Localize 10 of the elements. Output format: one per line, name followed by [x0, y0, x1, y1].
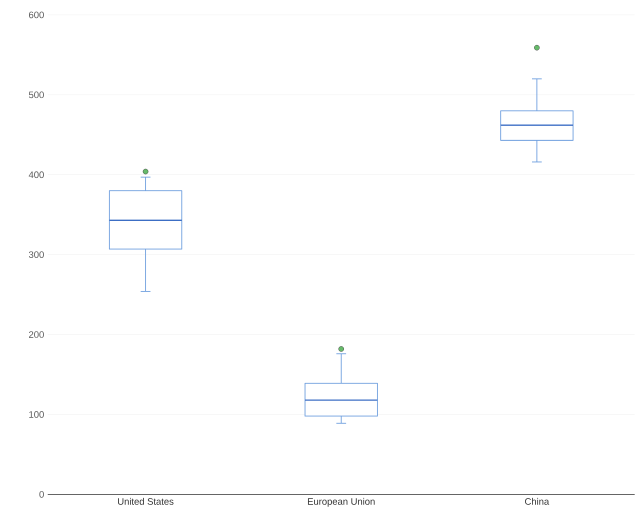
- y-tick-label: 500: [28, 91, 44, 98]
- x-tick-label: China: [525, 498, 550, 505]
- x-tick-label: European Union: [308, 498, 375, 507]
- x-tick-label: United States: [118, 498, 174, 505]
- y-tick-label: 200: [29, 331, 44, 338]
- y-tick-label: 0: [39, 490, 44, 498]
- y-tick-label: 400: [28, 171, 44, 178]
- y-tick-label: 600: [29, 11, 44, 18]
- y-tick-label: 300: [28, 251, 44, 258]
- y-tick-label: 100: [29, 411, 44, 418]
